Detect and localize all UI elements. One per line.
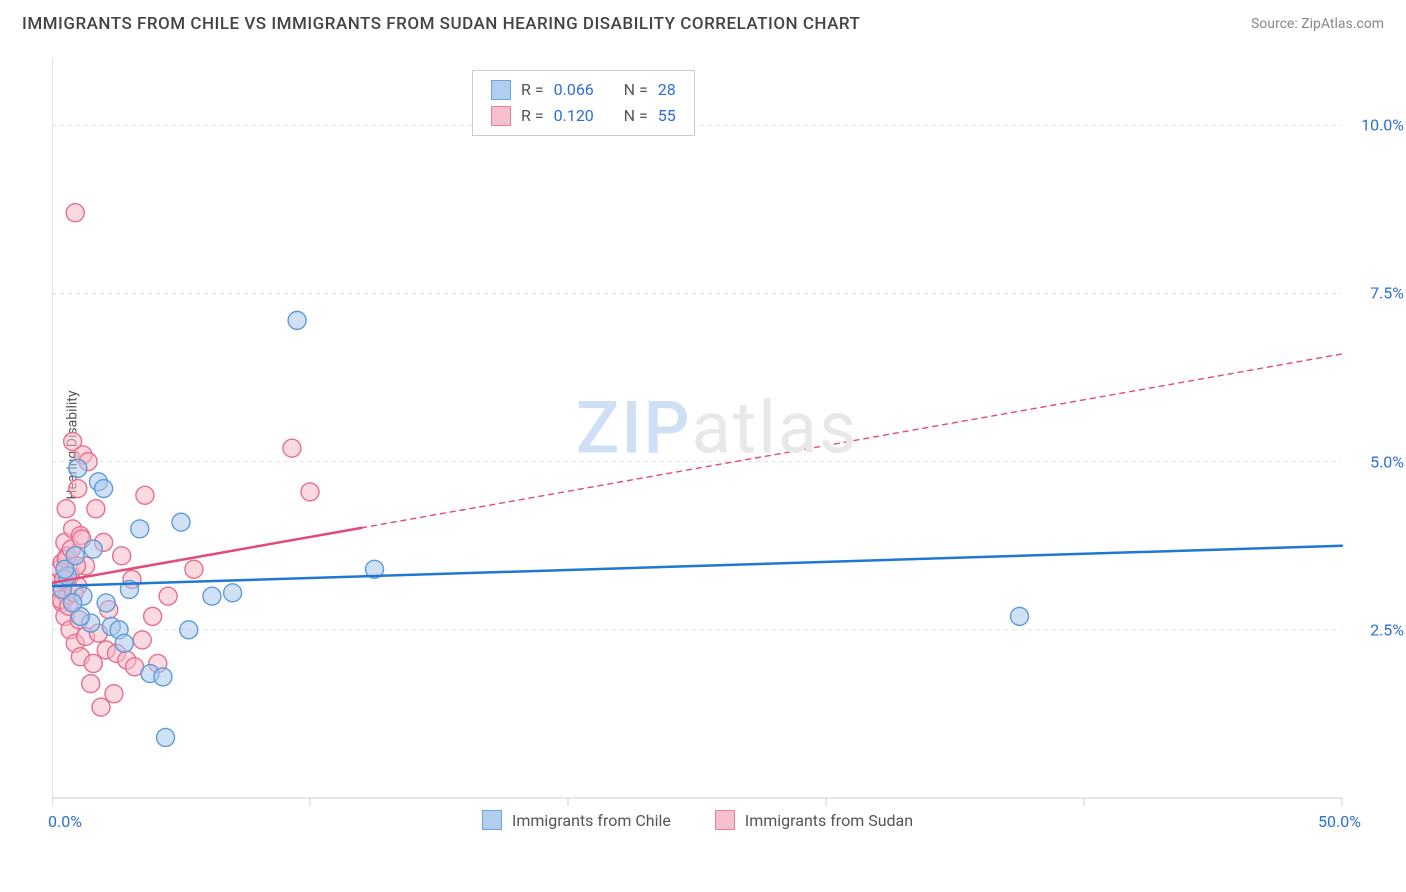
legend-item-chile: Immigrants from Chile — [482, 810, 671, 830]
legend-swatch-sudan — [491, 106, 511, 126]
legend-N-value-chile: 28 — [658, 77, 676, 103]
y-tick-label: 2.5% — [1350, 620, 1404, 639]
legend-N-label: N = — [620, 103, 648, 129]
chart-header: IMMIGRANTS FROM CHILE VS IMMIGRANTS FROM… — [0, 0, 1406, 42]
legend-N-value-sudan: 55 — [658, 103, 676, 129]
legend-R-label: R = — [521, 103, 544, 129]
legend-swatch-sudan — [715, 810, 735, 830]
legend-swatch-chile — [491, 80, 511, 100]
legend-label-sudan: Immigrants from Sudan — [745, 811, 913, 830]
plot-area: ZIPatlas R =0.066 N =28R =0.120 N =55 2.… — [52, 58, 1382, 828]
legend-label-chile: Immigrants from Chile — [512, 811, 671, 830]
chart-title: IMMIGRANTS FROM CHILE VS IMMIGRANTS FROM… — [22, 14, 860, 34]
legend-series: Immigrants from Chile Immigrants from Sud… — [482, 810, 913, 830]
legend-R-label: R = — [521, 77, 544, 103]
y-tick-label: 10.0% — [1350, 116, 1404, 135]
legend-stats-box: R = 0.066 N = 28 R = 0.120 N = 55 — [472, 70, 695, 136]
legend-N-label: N = — [620, 77, 648, 103]
y-tick-label: 7.5% — [1350, 284, 1404, 303]
legend-R-value-sudan: 0.120 — [554, 103, 610, 129]
chart-container: Hearing Disability ZIPatlas R =0.066 N =… — [44, 50, 1386, 840]
scatter-plot-svg — [52, 58, 1382, 828]
legend-item-sudan: Immigrants from Sudan — [715, 810, 913, 830]
y-tick-label: 5.0% — [1350, 452, 1404, 471]
legend-R-value-chile: 0.066 — [554, 77, 610, 103]
x-axis-min-label: 0.0% — [48, 812, 82, 831]
legend-swatch-chile — [482, 810, 502, 830]
source-attr: Source: ZipAtlas.com — [1251, 16, 1384, 32]
legend-stats-row-chile: R = 0.066 N = 28 — [491, 77, 676, 103]
legend-stats-row-sudan: R = 0.120 N = 55 — [491, 103, 676, 129]
source-prefix: Source: — [1251, 16, 1301, 32]
source-name: ZipAtlas.com — [1301, 16, 1384, 32]
x-axis-max-label: 50.0% — [1318, 812, 1361, 831]
